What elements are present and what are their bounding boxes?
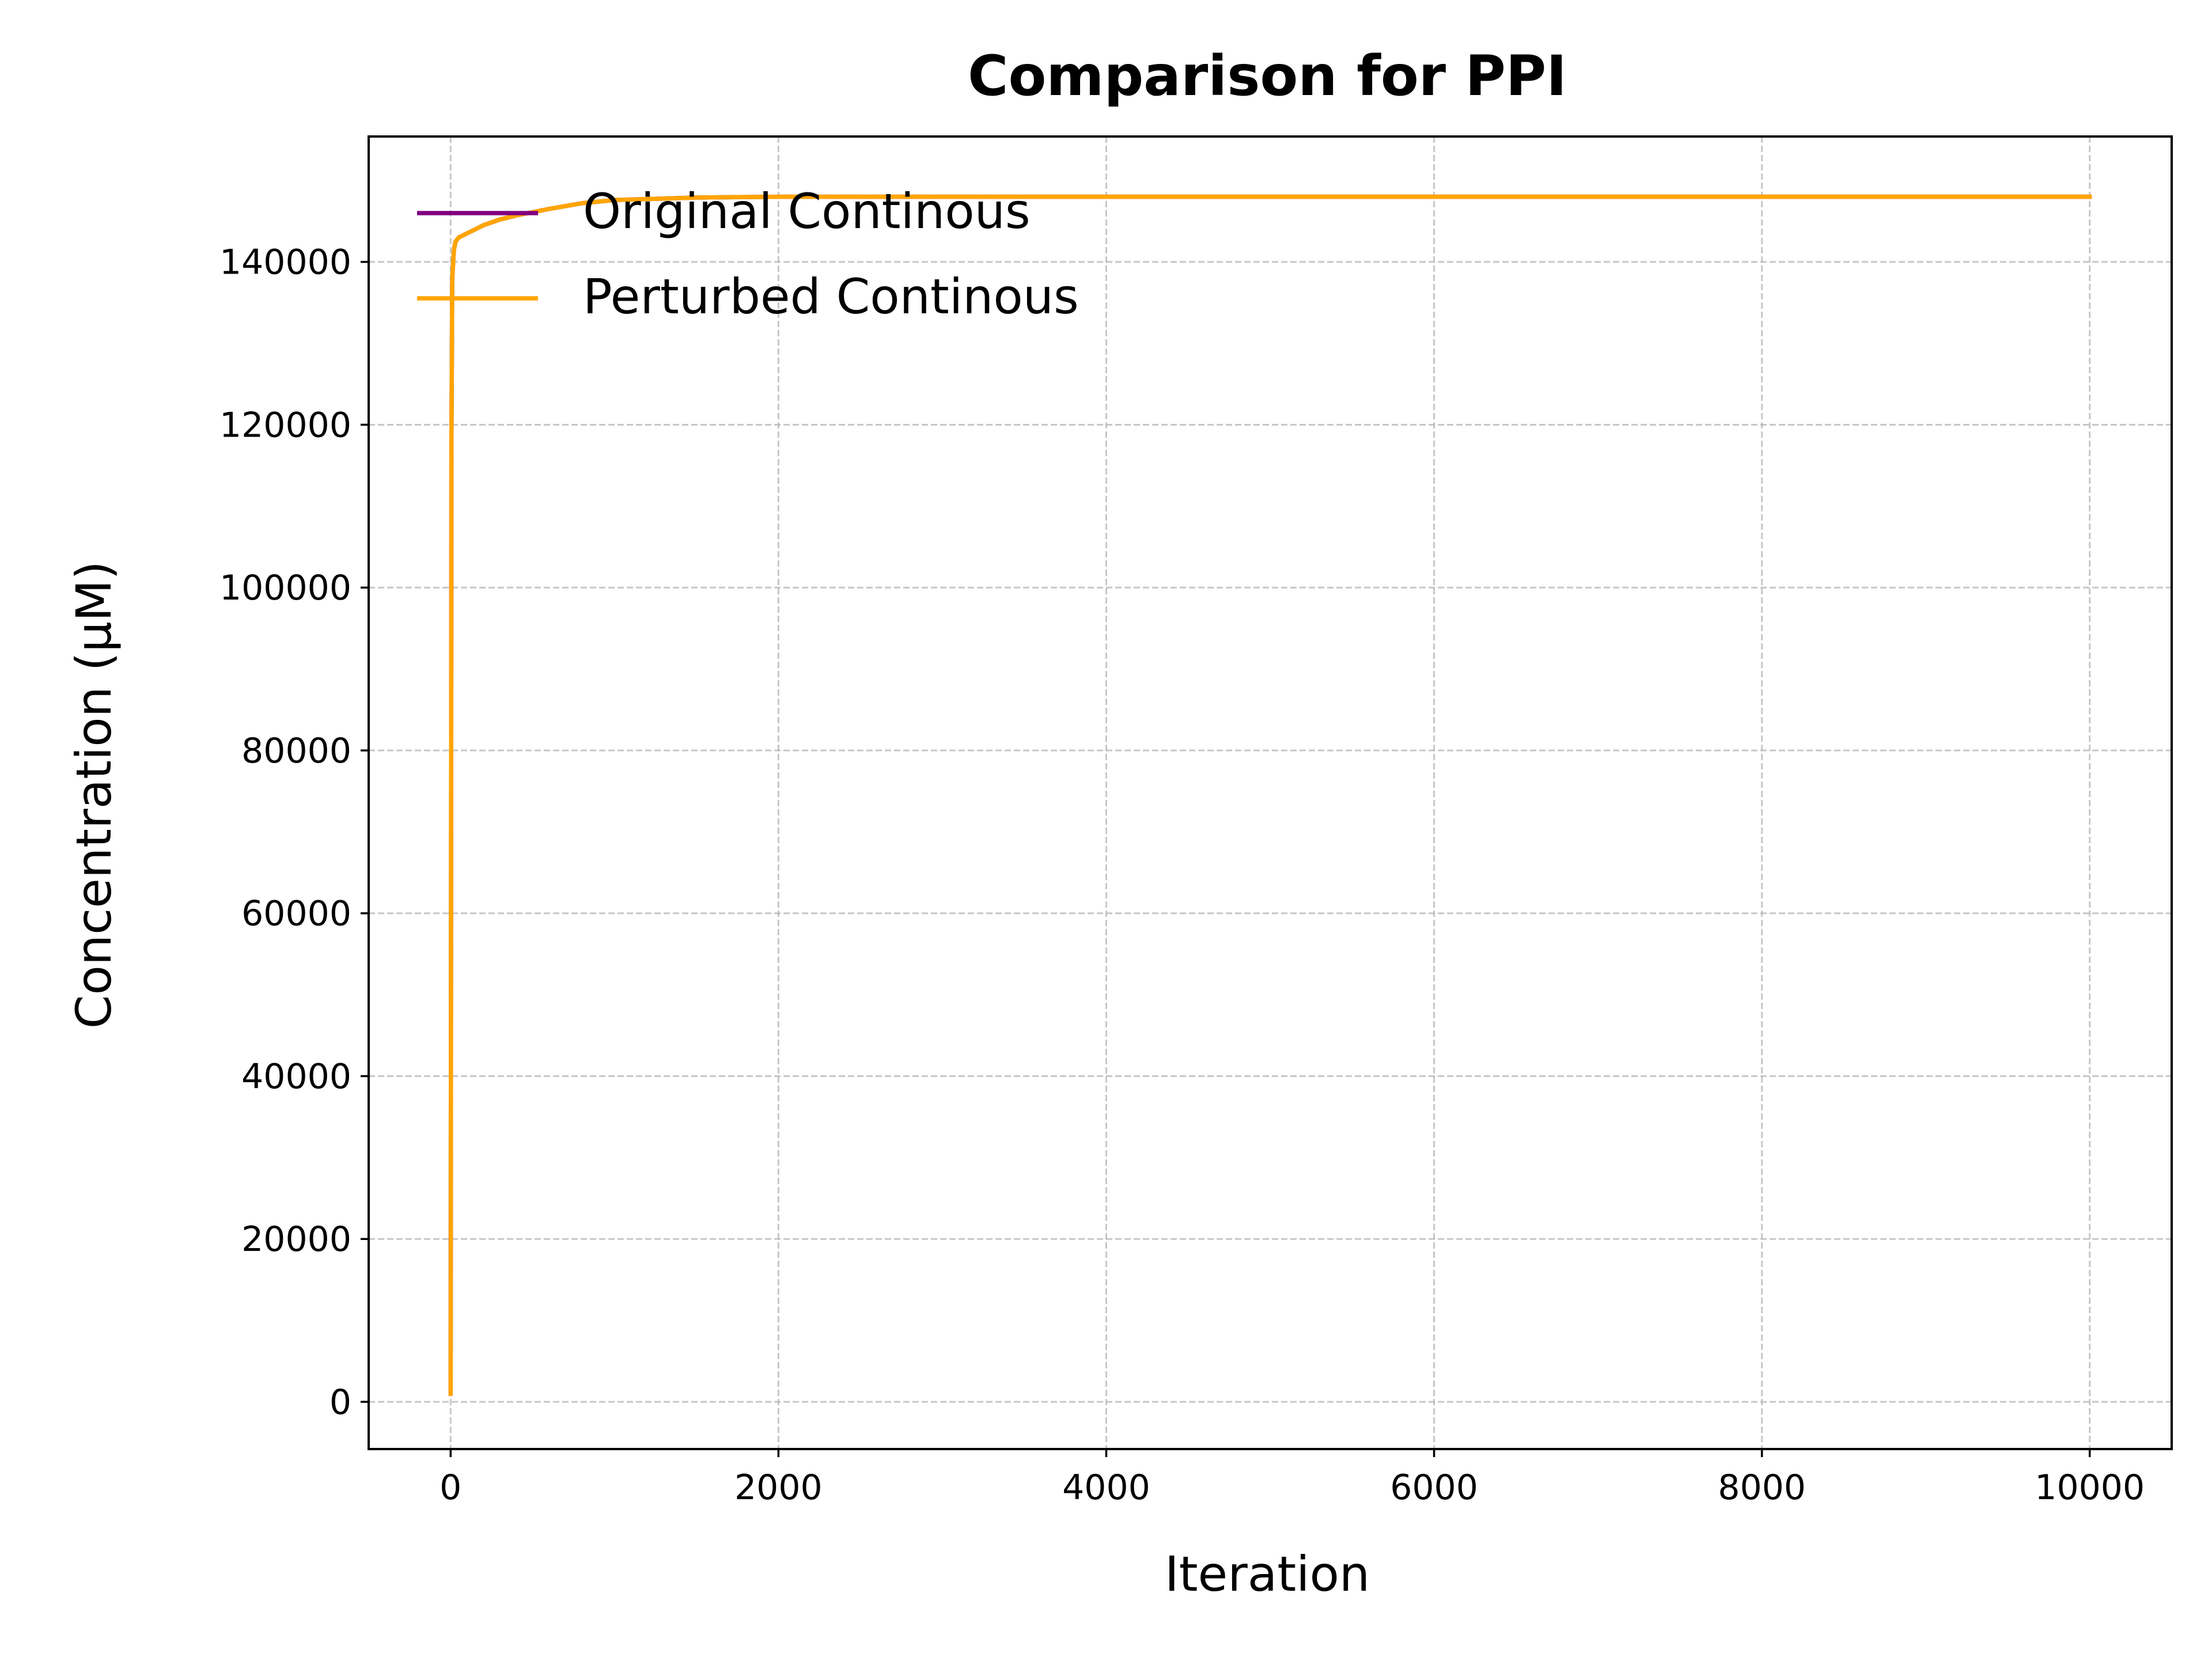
legend: Original Continous Perturbed Continous bbox=[417, 183, 1079, 325]
x-tick-label: 2000 bbox=[734, 1467, 823, 1508]
plot-frame bbox=[368, 135, 2173, 1450]
y-axis-label: Concentration (μM) bbox=[66, 561, 122, 1029]
series-lines bbox=[448, 194, 2092, 1396]
series-line-2 bbox=[448, 194, 2092, 1396]
y-tick-label: 0 bbox=[329, 1382, 351, 1423]
y-tick-label: 60000 bbox=[241, 894, 351, 934]
chart-title: Comparison for PPI bbox=[968, 44, 1567, 108]
axis-ticks: 0 2000 4000 6000 8000 10000020000400006000080… bbox=[219, 242, 2145, 1508]
y-tick-label: 20000 bbox=[241, 1219, 351, 1260]
x-tick-label: 6000 bbox=[1390, 1467, 1478, 1508]
y-tick-label: 80000 bbox=[241, 731, 351, 771]
x-tick-label: 0 bbox=[440, 1467, 461, 1508]
y-tick-label: 140000 bbox=[219, 242, 351, 283]
legend-label-1: Original Continous bbox=[583, 183, 1031, 240]
x-tick-label: 8000 bbox=[1718, 1467, 1806, 1508]
x-tick-label: 10000 bbox=[2035, 1467, 2145, 1508]
legend-label-2: Perturbed Continous bbox=[583, 268, 1079, 325]
y-tick-label: 120000 bbox=[219, 405, 351, 445]
x-tick-label: 4000 bbox=[1062, 1467, 1150, 1508]
x-axis-label: Iteration bbox=[1165, 1546, 1370, 1602]
y-tick-label: 40000 bbox=[241, 1056, 351, 1097]
y-tick-label: 100000 bbox=[219, 568, 351, 608]
